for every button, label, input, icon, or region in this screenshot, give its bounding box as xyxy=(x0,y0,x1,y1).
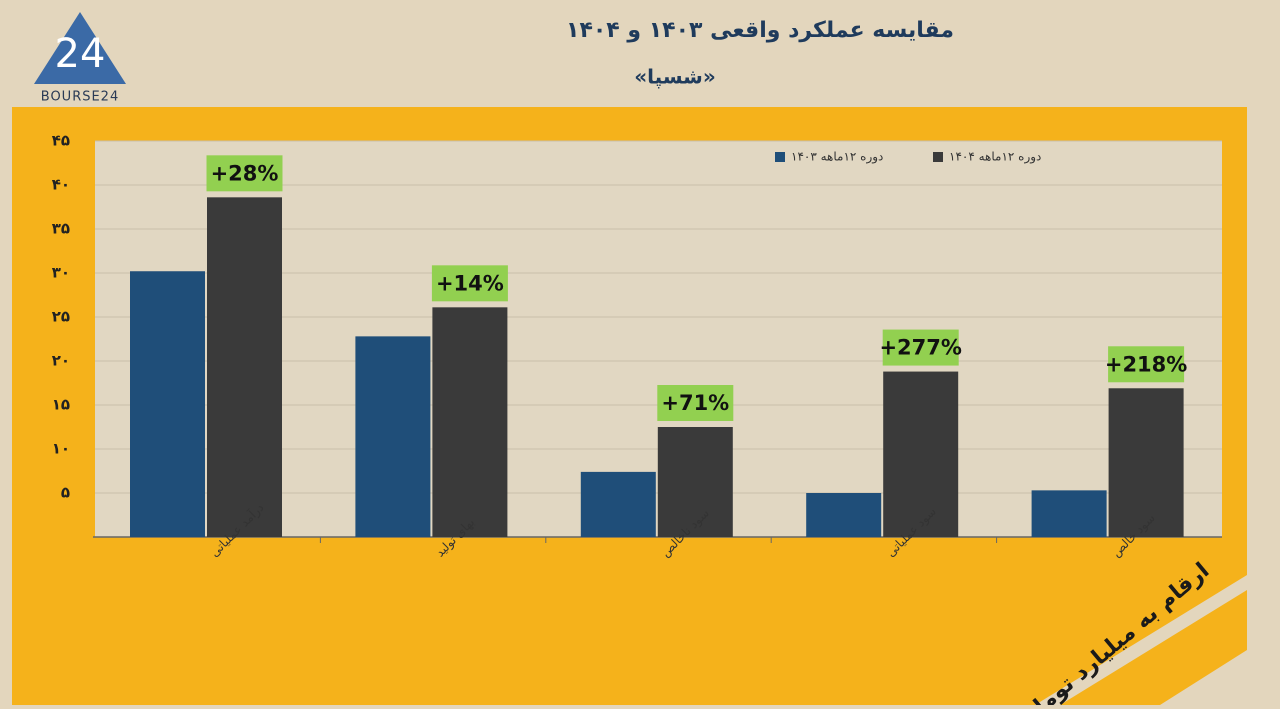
bar xyxy=(130,271,205,537)
change-label: +218% xyxy=(1105,352,1187,376)
change-badge xyxy=(882,329,959,366)
logo-mark: 24 xyxy=(55,31,106,77)
corner xyxy=(1160,650,1247,705)
bar xyxy=(657,427,733,537)
y-tick-label: ۲۰ xyxy=(52,352,70,370)
y-tick-label: ۳۵ xyxy=(52,220,70,238)
change-label: +14% xyxy=(436,271,504,295)
change-label: +277% xyxy=(879,336,961,360)
legend-label: دوره ۱۲ماهه ۱۴۰۳ xyxy=(791,150,883,165)
bar xyxy=(1031,490,1107,537)
y-tick-label: ۲۵ xyxy=(52,308,70,326)
change-label: +71% xyxy=(661,391,729,415)
bar xyxy=(1108,388,1184,537)
y-tick-label: ۴۵ xyxy=(52,132,70,150)
change-badge xyxy=(206,155,283,192)
y-tick-label: ۱۵ xyxy=(52,396,70,414)
legend-label: دوره ۱۲ماهه ۱۴۰۴ xyxy=(949,150,1041,165)
bar xyxy=(883,371,959,537)
change-label: +28% xyxy=(211,161,279,185)
corner-strip xyxy=(1035,575,1247,705)
change-badge xyxy=(1108,346,1185,383)
y-tick-label: ۱۰ xyxy=(52,440,70,458)
y-tick-label: ۴۰ xyxy=(52,176,70,194)
legend-swatch xyxy=(775,152,785,162)
bar xyxy=(806,493,882,537)
logo-name: BOURSE24 xyxy=(41,90,119,105)
change-badge xyxy=(657,385,734,421)
chart-title: مقایسه عملکرد واقعی ۱۴۰۳ و ۱۴۰۴ xyxy=(566,18,954,43)
logo-icon xyxy=(34,12,126,84)
y-tick-label: ۵ xyxy=(61,484,70,502)
bar xyxy=(432,307,508,537)
change-badge xyxy=(431,265,508,302)
legend-swatch xyxy=(933,152,943,162)
bar xyxy=(355,336,431,537)
chart-subtitle: «شسپا» xyxy=(634,65,716,90)
bar xyxy=(580,471,656,537)
bar xyxy=(207,197,282,537)
y-tick-label: ۳۰ xyxy=(52,264,70,282)
